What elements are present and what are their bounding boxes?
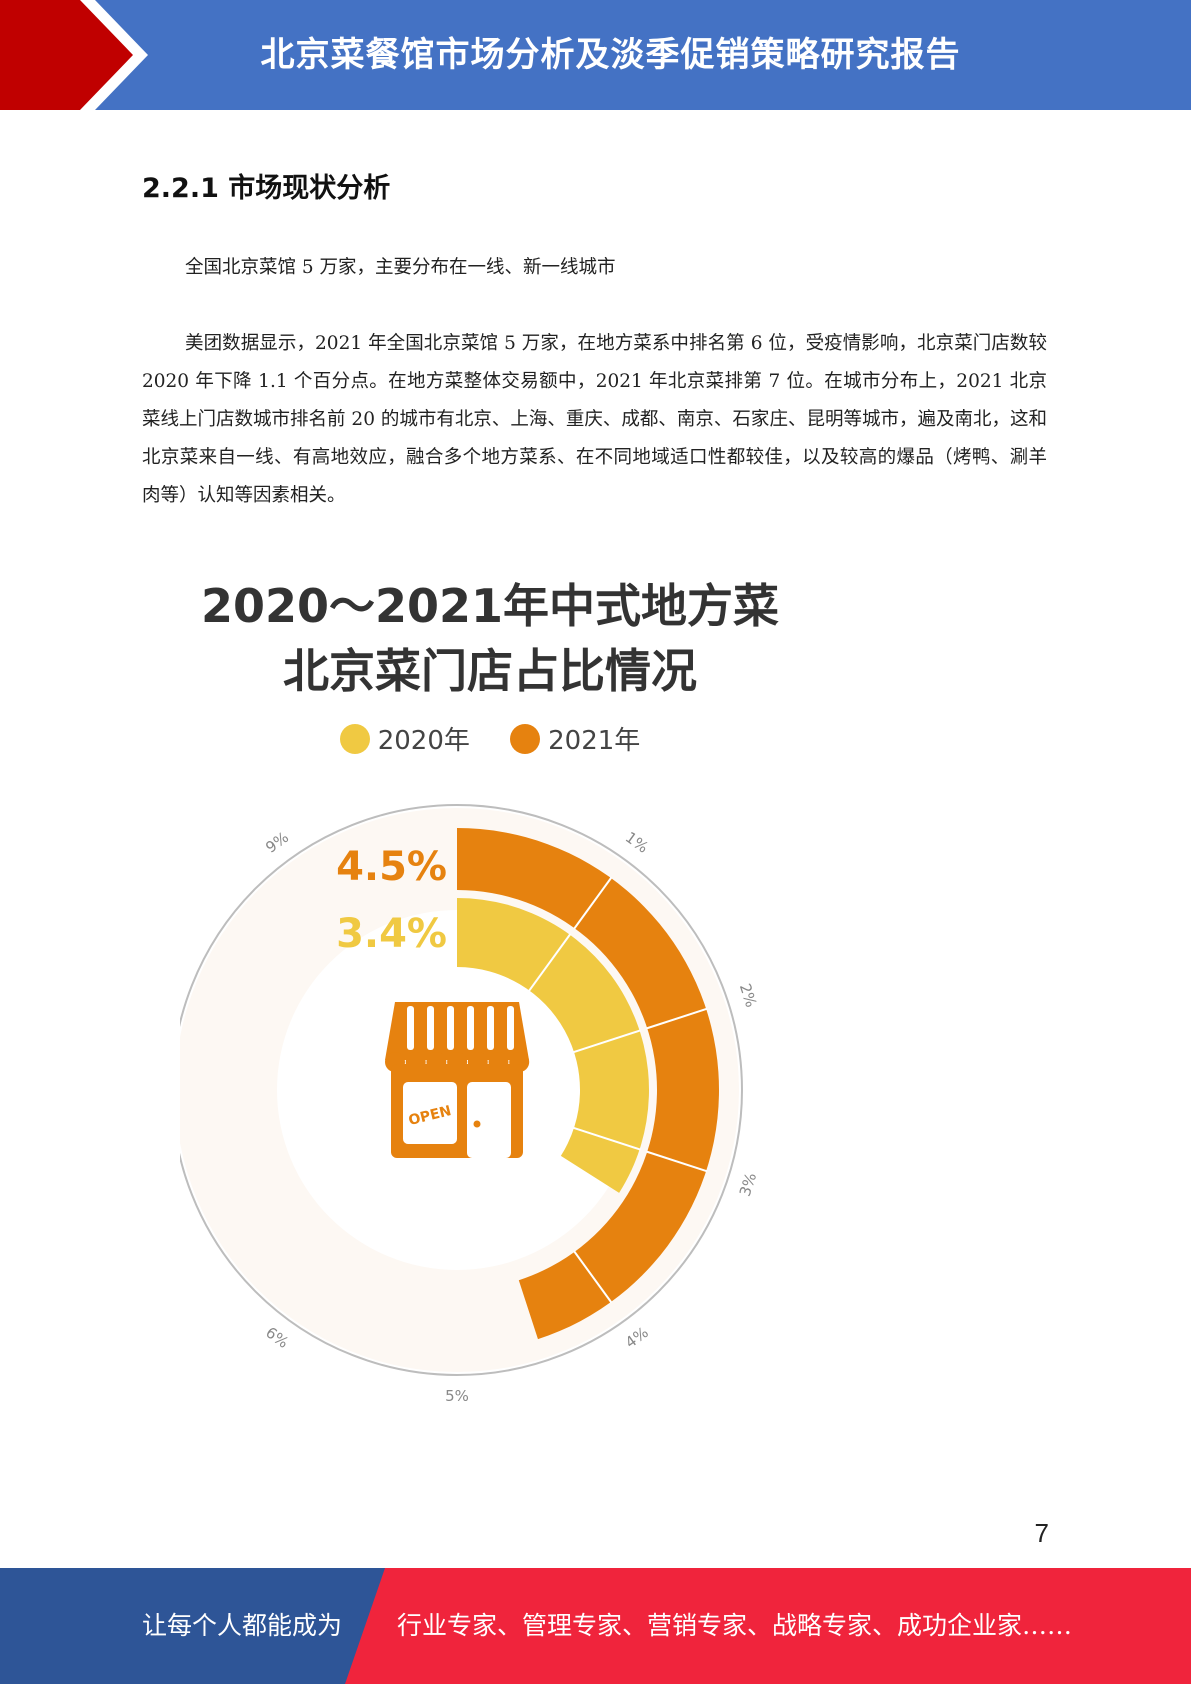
- chart-title-line1: 2020～2021年中式地方菜: [200, 579, 780, 633]
- axis-tick-label: 2%: [736, 981, 760, 1009]
- bar-2021-separator: [645, 1007, 708, 1030]
- section-heading: 2.2.1 市场现状分析: [142, 173, 391, 204]
- legend-label-2021: 2021年: [548, 726, 641, 756]
- footer-slogan-right: 行业专家、管理专家、营销专家、战略专家、成功企业家……: [397, 1611, 1073, 1640]
- awning-stripe: [507, 1006, 514, 1050]
- chart-outer-ring: [180, 804, 743, 1376]
- store-open-icon: OPEN: [385, 1002, 530, 1158]
- footer-slogan-left: 让每个人都能成为: [142, 1611, 343, 1640]
- report-title: 北京菜餐馆市场分析及淡季促销策略研究报告: [260, 35, 961, 75]
- bar-2020-separator: [527, 933, 572, 992]
- bar-2021-separator: [573, 876, 613, 930]
- axis-tick-label: 1%: [622, 828, 652, 857]
- bar-2020: [457, 898, 649, 1193]
- store-window: [403, 1082, 457, 1144]
- footer-bar: 让每个人都能成为 行业专家、管理专家、营销专家、战略专家、成功企业家……: [0, 1568, 1191, 1684]
- legend-item-2020: 2020年: [339, 720, 470, 757]
- radial-chart: 2020～2021年中式地方菜 北京菜门店占比情况 2020年 2021年 4.…: [180, 560, 800, 1410]
- page-number: 7: [1034, 1518, 1049, 1548]
- axis-tick-label: 9%: [262, 828, 292, 857]
- axis-tick-label: 3%: [736, 1170, 760, 1198]
- awning-stripe: [487, 1006, 494, 1050]
- store-door: [467, 1082, 511, 1158]
- axis-tick-label: 5%: [445, 1387, 469, 1405]
- header-chevron-accent: [0, 0, 148, 110]
- chart-legend: 2020年 2021年: [180, 720, 800, 761]
- summary-paragraph: 全国北京菜馆 5 万家，主要分布在一线、新一线城市: [185, 257, 616, 278]
- bar-2021-separator: [645, 1150, 708, 1173]
- legend-item-2021: 2021年: [510, 720, 640, 757]
- chart-title-line2: 北京菜门店占比情况: [283, 644, 697, 698]
- awning-stripe: [447, 1006, 454, 1050]
- bar-2021-separator: [573, 1250, 613, 1304]
- legend-swatch-2021: [510, 723, 541, 754]
- value-label-2020: 3.4%: [336, 911, 447, 957]
- body-paragraph: 美团数据显示，2021 年全国北京菜馆 5 万家，在地方菜系中排名第 6 位，受…: [142, 333, 1047, 506]
- legend-label-2020: 2020年: [377, 726, 470, 756]
- axis-tick-label: 4%: [622, 1323, 652, 1352]
- legend-swatch-2020: [339, 723, 370, 754]
- value-label-2021: 4.5%: [336, 844, 447, 890]
- bar-2020-separator: [572, 1029, 641, 1054]
- footer-background: [0, 1568, 1191, 1684]
- awning-stripe: [467, 1006, 474, 1050]
- header-bar: 北京菜餐馆市场分析及淡季促销策略研究报告: [0, 0, 1191, 110]
- bar-2020-separator: [572, 1126, 641, 1151]
- awning-stripe: [407, 1006, 414, 1050]
- awning-stripe: [427, 1006, 434, 1050]
- radial-bar-svg: 4.5%3.4%1%2%3%4%5%6%7%8%9%OPEN: [180, 804, 760, 1405]
- axis-tick-label: 6%: [262, 1323, 292, 1352]
- bar-2021: [457, 828, 719, 1340]
- door-knob: [473, 1120, 481, 1128]
